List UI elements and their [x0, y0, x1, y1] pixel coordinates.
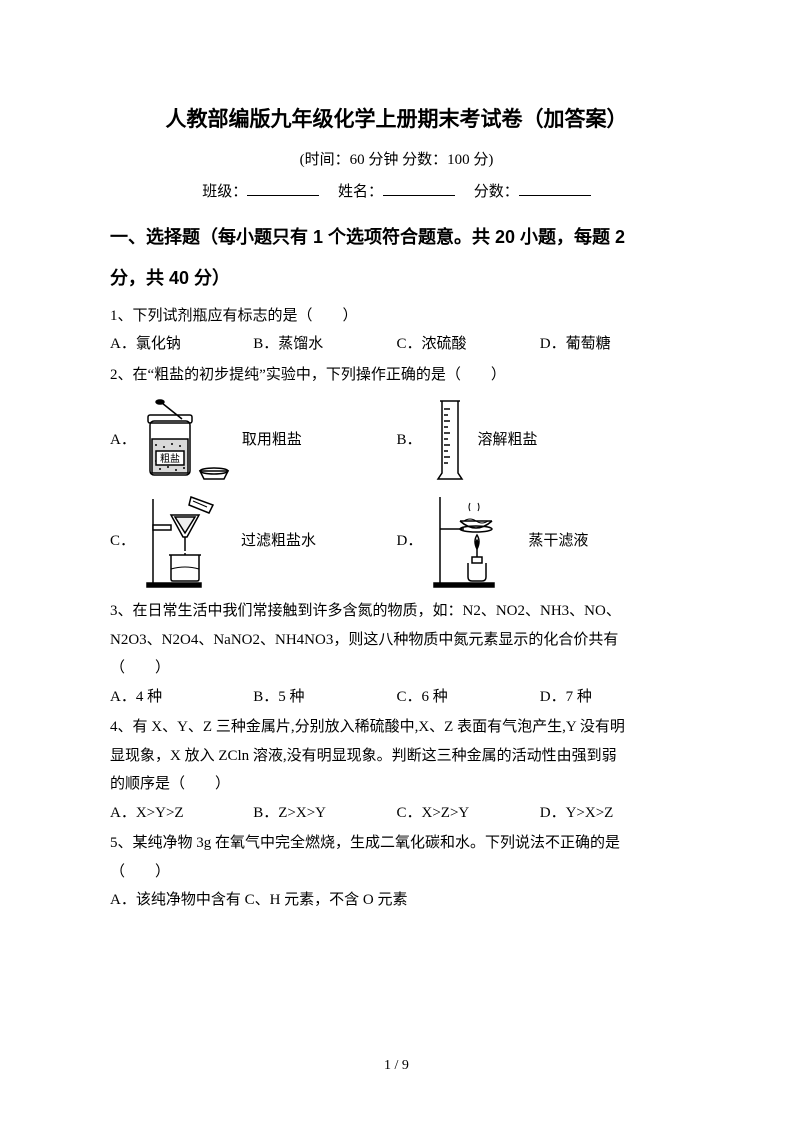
exam-subtitle: (时间：60 分钟 分数：100 分) — [110, 146, 683, 175]
q4-opt-d: D．Y>X>Z — [540, 799, 683, 828]
q4-opt-c: C．X>Z>Y — [397, 799, 540, 828]
time-value: 60 — [350, 152, 365, 168]
question-1: 1、下列试剂瓶应有标志的是（ ） A．氯化钠 B．蒸馏水 C．浓硫酸 D．葡萄糖 — [110, 302, 683, 359]
q4-options: A．X>Y>Z B．Z>X>Y C．X>Z>Y D．Y>X>Z — [110, 799, 683, 828]
q2-c-text: 过滤粗盐水 — [241, 527, 316, 556]
name-blank[interactable] — [383, 180, 455, 196]
jar-salt-icon: 粗盐 — [144, 395, 234, 485]
q3-line1: 3、在日常生活中我们常接触到许多含氮的物质，如：N2、NO2、NH3、NO、 — [110, 597, 683, 626]
section-1-line2: 分，共 40 分） — [110, 258, 683, 299]
q4-line3: 的顺序是（ ） — [110, 770, 683, 799]
q2-d-label: D． — [397, 527, 423, 556]
q3-opt-a: A．4 种 — [110, 683, 253, 712]
q3-opt-c: C．6 种 — [397, 683, 540, 712]
q4-opt-b: B．Z>X>Y — [253, 799, 396, 828]
score-blank[interactable] — [519, 180, 591, 196]
q2-row-cd: C． — [110, 491, 683, 591]
q2-a-text: 取用粗盐 — [242, 426, 302, 455]
q3-line2: N2O3、N2O4、NaNO2、NH4NO3，则这八种物质中氮元素显示的化合价共… — [110, 626, 683, 655]
exam-page: 人教部编版九年级化学上册期末考试卷（加答案） (时间：60 分钟 分数：100 … — [0, 0, 793, 1122]
graduated-cylinder-icon — [430, 395, 470, 485]
q3-opt-b: B．5 种 — [253, 683, 396, 712]
jar-label-text: 粗盐 — [160, 452, 180, 465]
name-label: 姓名： — [338, 184, 383, 200]
question-5: 5、某纯净物 3g 在氧气中完全燃烧，生成二氧化碳和水。下列说法不正确的是 （ … — [110, 829, 683, 915]
q2-a-label: A． — [110, 426, 136, 455]
section-1-heading: 一、选择题（每小题只有 1 个选项符合题意。共 20 小题，每题 2 分，共 4… — [110, 217, 683, 300]
question-2: 2、在“粗盐的初步提纯”实验中，下列操作正确的是（ ） A． — [110, 361, 683, 592]
exam-title: 人教部编版九年级化学上册期末考试卷（加答案） — [110, 100, 683, 140]
question-4: 4、有 X、Y、Z 三种金属片,分别放入稀硫酸中,X、Z 表面有气泡产生,Y 没… — [110, 713, 683, 827]
q2-b-label: B． — [397, 426, 422, 455]
question-3: 3、在日常生活中我们常接触到许多含氮的物质，如：N2、NO2、NH3、NO、 N… — [110, 597, 683, 711]
q1-opt-b: B．蒸馏水 — [253, 330, 396, 359]
q5-opt-a: A．该纯净物中含有 C、H 元素，不含 O 元素 — [110, 886, 683, 915]
subtitle-suffix: 分) — [470, 152, 494, 168]
q4-line1: 4、有 X、Y、Z 三种金属片,分别放入稀硫酸中,X、Z 表面有气泡产生,Y 没… — [110, 713, 683, 742]
page-number: 1 / 9 — [0, 1053, 793, 1080]
q5-line2: （ ） — [110, 858, 683, 887]
q1-opt-a: A．氯化钠 — [110, 330, 253, 359]
q2-opt-b: B． 溶解粗盐 — [397, 395, 684, 485]
q2-c-label: C． — [110, 527, 135, 556]
subtitle-prefix: (时间： — [300, 152, 350, 168]
q3-options: A．4 种 B．5 种 C．6 种 D．7 种 — [110, 683, 683, 712]
q5-line1: 5、某纯净物 3g 在氧气中完全燃烧，生成二氧化碳和水。下列说法不正确的是 — [110, 829, 683, 858]
evaporation-setup-icon — [430, 491, 520, 591]
filtration-setup-icon — [143, 491, 233, 591]
score-label: 分数： — [474, 184, 519, 200]
q2-stem: 2、在“粗盐的初步提纯”实验中，下列操作正确的是（ ） — [110, 361, 683, 390]
q2-opt-a: A． — [110, 395, 397, 485]
q4-opt-a: A．X>Y>Z — [110, 799, 253, 828]
score-value: 100 — [447, 152, 470, 168]
q3-line3: （ ） — [110, 654, 683, 683]
q2-b-text: 溶解粗盐 — [478, 426, 538, 455]
q2-opt-d: D． — [397, 491, 684, 591]
q2-opt-c: C． — [110, 491, 397, 591]
q4-line2: 显现象，X 放入 ZCln 溶液,没有明显现象。判断这三种金属的活动性由强到弱 — [110, 742, 683, 771]
q1-options: A．氯化钠 B．蒸馏水 C．浓硫酸 D．葡萄糖 — [110, 330, 683, 359]
q2-d-text: 蒸干滤液 — [528, 527, 588, 556]
section-1-line1: 一、选择题（每小题只有 1 个选项符合题意。共 20 小题，每题 2 — [110, 217, 683, 258]
q3-opt-d: D．7 种 — [540, 683, 683, 712]
q2-row-ab: A． — [110, 395, 683, 485]
class-blank[interactable] — [247, 180, 319, 196]
student-info-row: 班级： 姓名： 分数： — [110, 178, 683, 207]
subtitle-mid: 分钟 分数： — [365, 152, 448, 168]
q1-opt-d: D．葡萄糖 — [540, 330, 683, 359]
q1-stem: 1、下列试剂瓶应有标志的是（ ） — [110, 302, 683, 331]
class-label: 班级： — [202, 184, 247, 200]
q1-opt-c: C．浓硫酸 — [397, 330, 540, 359]
